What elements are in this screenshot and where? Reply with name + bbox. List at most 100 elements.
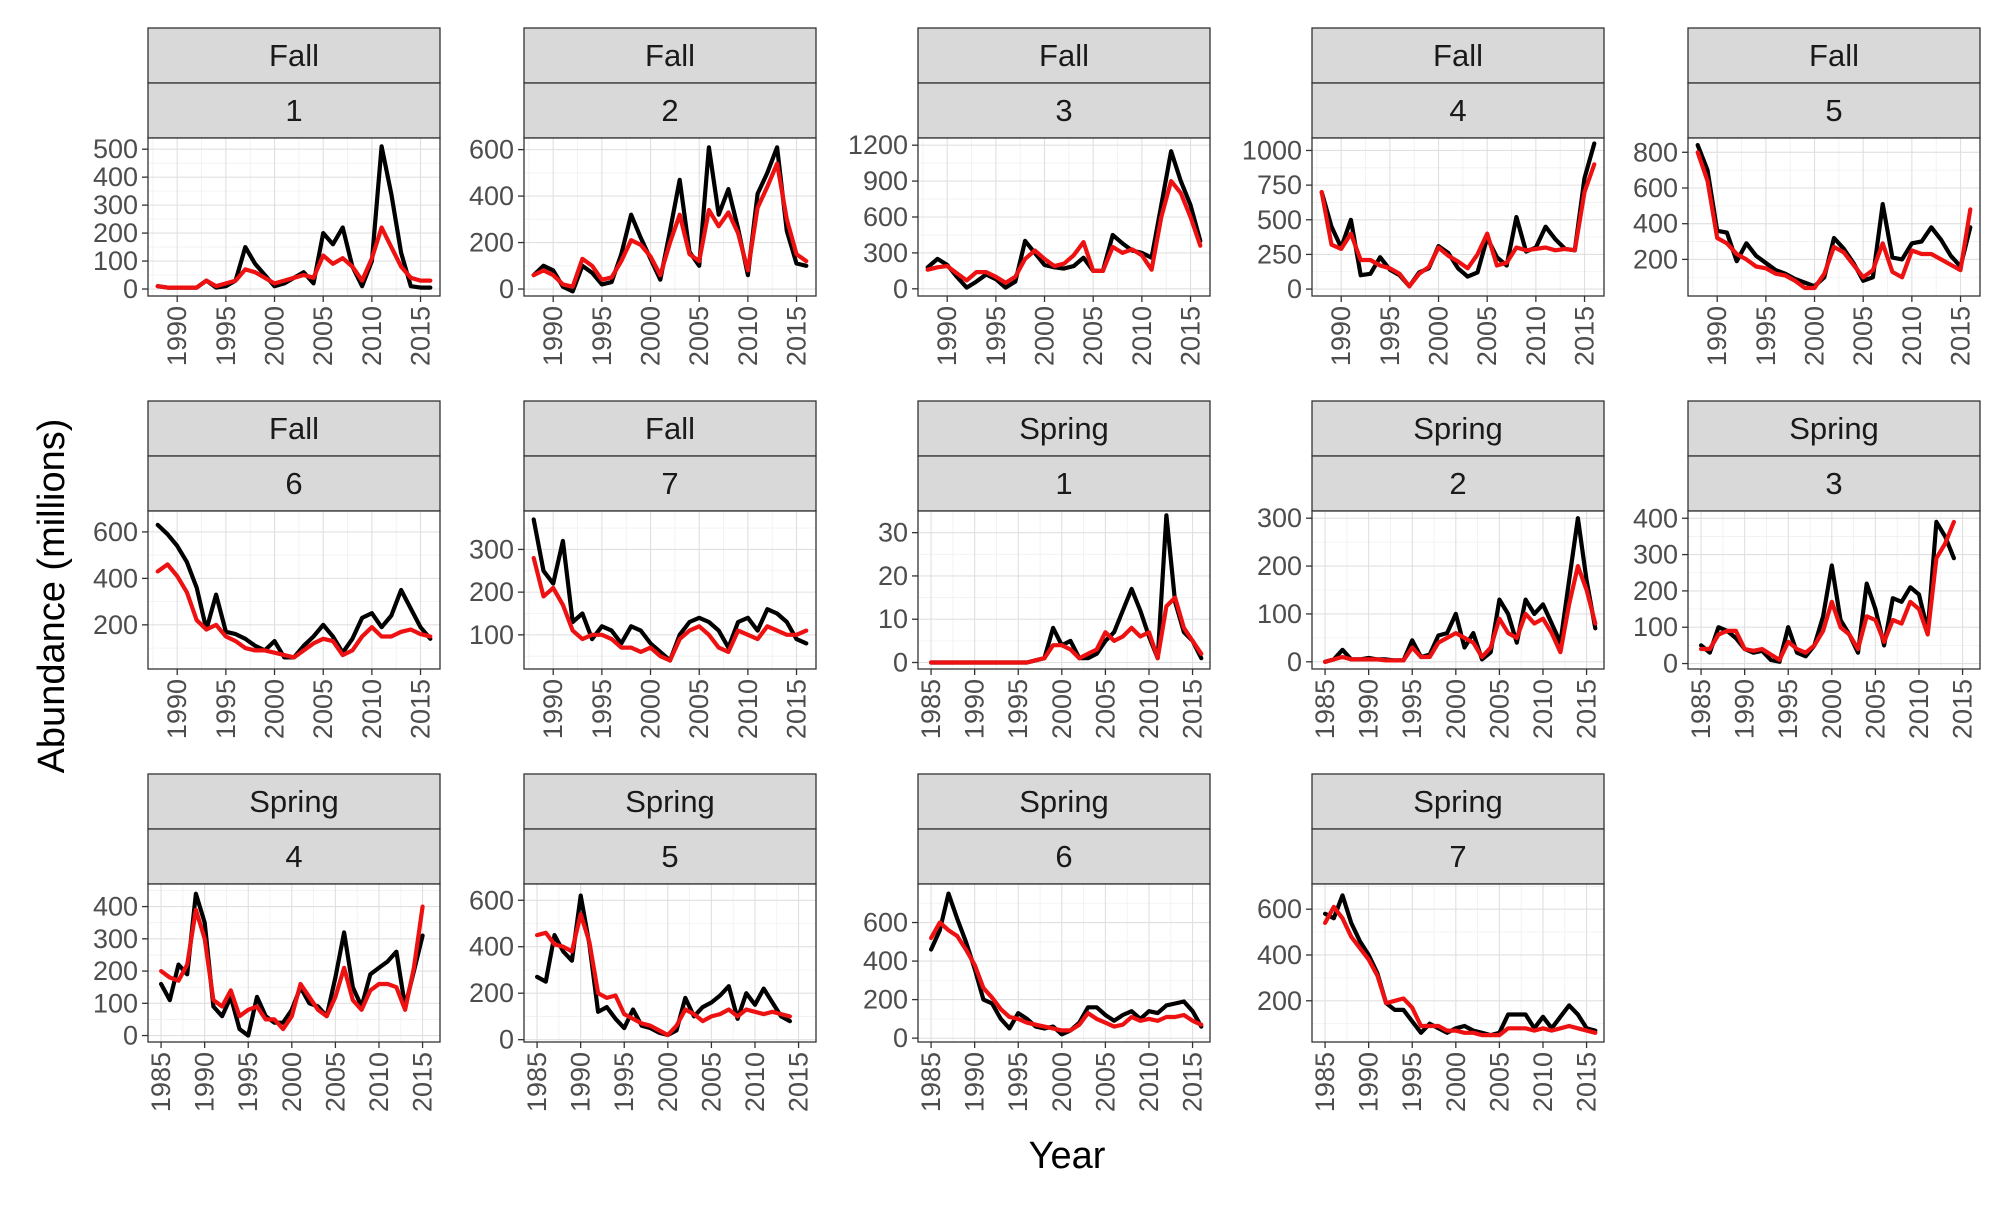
y-tick-label: 500 <box>93 134 138 164</box>
y-tick-label: 0 <box>893 1023 908 1053</box>
plot-area <box>1312 884 1604 1042</box>
panel-border <box>1687 137 1981 297</box>
y-tick-label: 400 <box>469 181 514 211</box>
x-tick-label: 2015 <box>1176 306 1206 366</box>
series-line-red <box>928 595 1204 665</box>
x-tick-label: 2015 <box>1946 306 1976 366</box>
y-tick-label: 100 <box>1633 612 1678 642</box>
y-tick-label: 400 <box>93 892 138 922</box>
series-line-red <box>531 161 809 289</box>
facet-season-label: Fall <box>645 411 695 446</box>
x-tick-label: 2010 <box>733 679 763 739</box>
facet-age-label: 2 <box>661 93 678 128</box>
x-tick-label: 2015 <box>1572 679 1602 739</box>
facet-season-label: Spring <box>1413 784 1503 819</box>
facet-strip-age <box>523 455 817 512</box>
facet-panel: Spring 6 0 200 400 600 1985 1990 1995 2000 2005 201… <box>863 773 1211 1112</box>
panel-border <box>523 137 817 297</box>
x-tick-label: 1990 <box>1354 679 1384 739</box>
y-tick-label: 200 <box>863 985 908 1015</box>
y-tick-label: 0 <box>499 1025 514 1055</box>
panel-border <box>1311 883 1605 1043</box>
panel-border <box>147 137 441 297</box>
series-line-red <box>1698 519 1957 663</box>
series-line-red <box>1695 150 1973 291</box>
facet-strip-age <box>917 455 1211 512</box>
x-tick-label: 1985 <box>146 1052 176 1112</box>
x-tick-label: 1985 <box>1310 1052 1340 1112</box>
facet-strip-age <box>523 82 817 139</box>
x-tick-label: 2005 <box>308 306 338 366</box>
facet-strip-age <box>1311 455 1605 512</box>
x-tick-label: 2010 <box>357 306 387 366</box>
y-tick-label: 250 <box>1257 239 1302 269</box>
series-line-black <box>925 149 1203 290</box>
facet-age-label: 5 <box>661 839 678 874</box>
x-tick-label: 2000 <box>636 679 666 739</box>
x-tick-label: 2015 <box>1572 1052 1602 1112</box>
facet-panel: Fall 7 100 200 300 1990 1995 2000 2005 2010 2015 <box>469 400 817 739</box>
y-tick-label: 200 <box>1633 576 1678 606</box>
x-tick-label: 2010 <box>1528 679 1558 739</box>
y-tick-label: 600 <box>93 517 138 547</box>
x-tick-label: 2000 <box>1424 306 1454 366</box>
facet-season-label: Fall <box>1433 38 1483 73</box>
facet-panel: Fall 3 0 300 600 900 1200 1990 1995 2000 2005 2010 2… <box>848 27 1211 366</box>
y-tick-label: 400 <box>469 932 514 962</box>
x-tick-label: 2000 <box>1441 1052 1471 1112</box>
x-tick-label: 2005 <box>1860 679 1890 739</box>
x-tick-label: 1995 <box>1375 306 1405 366</box>
x-tick-label: 1995 <box>211 306 241 366</box>
y-tick-label: 300 <box>469 534 514 564</box>
x-tick-label: 1995 <box>233 1052 263 1112</box>
x-tick-label: 2010 <box>364 1052 394 1112</box>
facet-panel: Fall 6 200 400 600 1990 1995 2000 2005 2010 2015 <box>93 400 441 739</box>
series-line-red <box>925 179 1203 285</box>
x-tick-label: 2000 <box>1047 1052 1077 1112</box>
y-tick-label: 600 <box>469 135 514 165</box>
x-tick-label: 1995 <box>211 679 241 739</box>
x-tick-label: 2010 <box>733 306 763 366</box>
facet-age-label: 4 <box>285 839 302 874</box>
facet-strip-season <box>1687 27 1981 84</box>
facet-strip-season <box>917 400 1211 457</box>
facet-age-label: 6 <box>1055 839 1072 874</box>
x-tick-label: 2005 <box>684 679 714 739</box>
y-tick-label: 300 <box>1257 503 1302 533</box>
facet-age-label: 2 <box>1449 466 1466 501</box>
y-tick-label: 200 <box>469 228 514 258</box>
x-tick-label: 1995 <box>1397 679 1427 739</box>
x-tick-label: 2015 <box>1570 306 1600 366</box>
y-tick-label: 900 <box>863 166 908 196</box>
x-tick-label: 1990 <box>1702 306 1732 366</box>
facet-panel: Spring 3 0 100 200 300 400 1985 1990 1995 2000 2005… <box>1633 400 1981 739</box>
x-tick-label: 1990 <box>1730 679 1760 739</box>
y-tick-label: 600 <box>1633 173 1678 203</box>
x-tick-label: 2010 <box>1904 679 1934 739</box>
y-tick-label: 0 <box>1287 647 1302 677</box>
x-tick-label: 2015 <box>406 306 436 366</box>
y-tick-label: 800 <box>1633 137 1678 167</box>
facet-season-label: Fall <box>269 38 319 73</box>
x-tick-label: 2000 <box>260 679 290 739</box>
x-tick-label: 2015 <box>1178 1052 1208 1112</box>
facet-season-label: Spring <box>625 784 715 819</box>
x-tick-label: 2010 <box>1134 679 1164 739</box>
y-tick-label: 300 <box>1633 540 1678 570</box>
x-tick-label: 1990 <box>960 1052 990 1112</box>
series-line-red <box>155 562 433 660</box>
y-tick-label: 100 <box>93 246 138 276</box>
y-tick-label: 600 <box>863 202 908 232</box>
y-tick-label: 200 <box>1633 244 1678 274</box>
facet-age-label: 4 <box>1449 93 1466 128</box>
x-tick-label: 1985 <box>916 1052 946 1112</box>
y-tick-label: 400 <box>1633 503 1678 533</box>
y-tick-label: 300 <box>93 190 138 220</box>
x-tick-label: 1990 <box>538 679 568 739</box>
facet-panel: Fall 4 0 250 500 750 1000 1990 1995 2000 2005 2010 2… <box>1242 27 1605 366</box>
series-line-red <box>155 225 433 290</box>
y-tick-label: 100 <box>469 620 514 650</box>
